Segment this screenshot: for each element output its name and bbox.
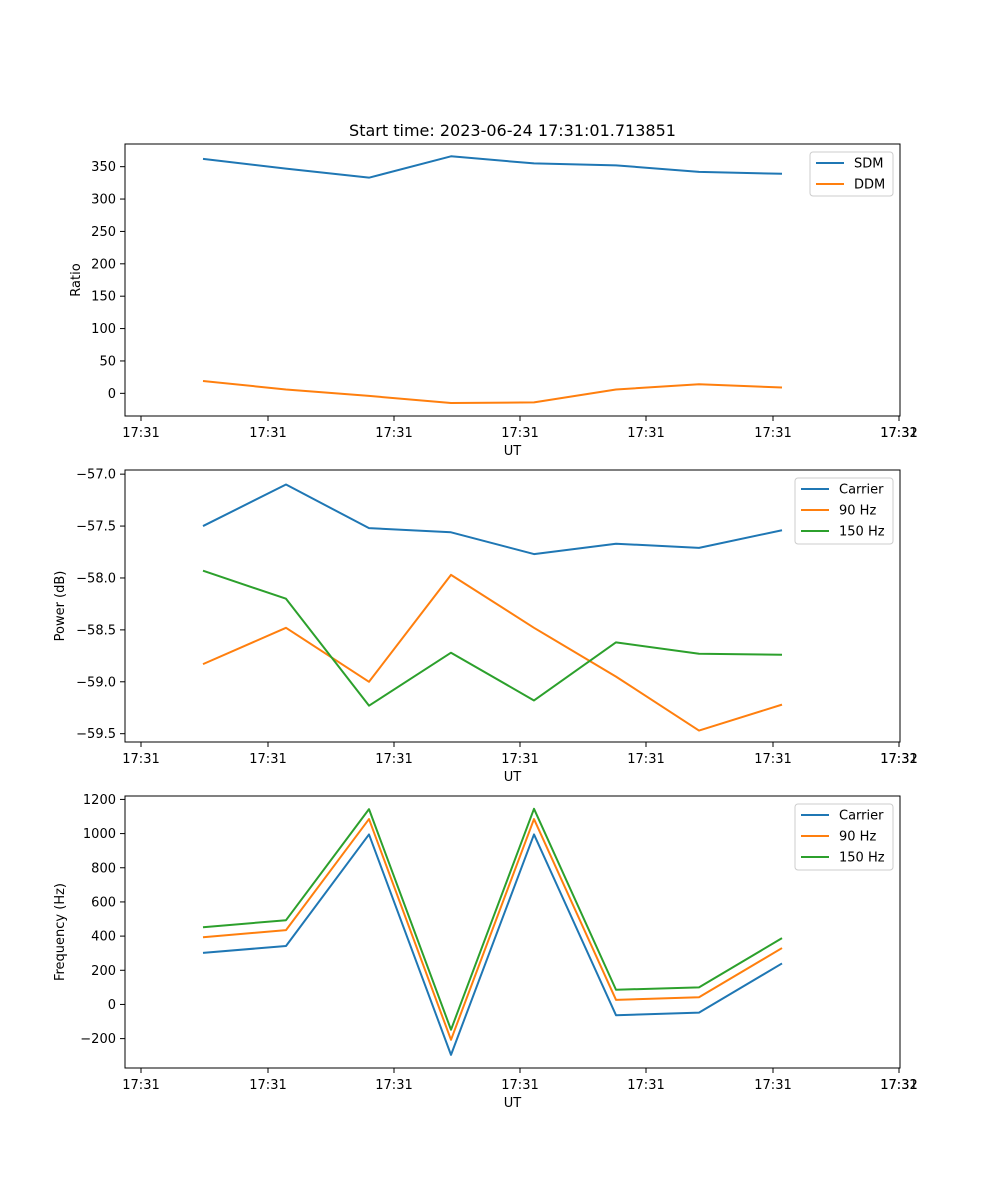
x-tick-label: 17:31 (880, 1078, 917, 1093)
y-tick-label: 200 (91, 257, 116, 272)
x-tick-label: 17:31 (122, 752, 159, 767)
legend-label: Carrier (839, 809, 884, 824)
x-axis-label: UT (504, 770, 522, 785)
x-axis-label: UT (504, 444, 522, 459)
y-tick-label: −57.0 (76, 468, 116, 483)
legend: Carrier 90 Hz 150 Hz (794, 803, 894, 871)
legend-box (794, 803, 894, 871)
series-line-90-hz (202, 818, 783, 1041)
x-tick-label: 17:31 (880, 752, 917, 767)
series-line-carrier (202, 483, 783, 556)
y-axis-label: Power (dB) (53, 571, 68, 642)
x-tick-label: 17:32 (880, 1078, 917, 1093)
x-tick-label: 17:31 (754, 752, 791, 767)
y-tick-label: 0 (108, 998, 116, 1013)
x-tick-label: 17:31 (249, 752, 286, 767)
y-tick-label: 0 (108, 387, 116, 402)
y-tick-label: −58.0 (76, 571, 116, 586)
plot-frame (124, 143, 901, 417)
legend-label: DDM (854, 178, 885, 193)
legend-label: SDM (854, 157, 883, 172)
y-tick-label: −59.5 (76, 727, 116, 742)
x-axis-label: UT (504, 1096, 522, 1111)
series-line-sdm (202, 155, 783, 179)
chart-panel-1: Start time: 2023-06-24 17:31:01.713851 17… (69, 121, 918, 459)
series-line-carrier (202, 833, 783, 1056)
x-tick-label: 17:31 (501, 426, 538, 441)
legend: Carrier 90 Hz 150 Hz (794, 477, 894, 545)
plot-frame (124, 469, 901, 743)
y-axis-label: Frequency (Hz) (53, 883, 68, 981)
y-tick-label: 250 (91, 225, 116, 240)
y-tick-label: −59.0 (76, 675, 116, 690)
y-tick-label: 400 (91, 930, 116, 945)
legend: SDM DDM (809, 151, 894, 197)
series-line-90-hz (202, 573, 783, 732)
y-tick-label: 600 (91, 895, 116, 910)
x-tick-label: 17:31 (627, 752, 664, 767)
x-tick-label: 17:31 (880, 426, 917, 441)
x-tick-label: 17:31 (627, 426, 664, 441)
series-line-150-hz (202, 569, 783, 707)
y-tick-label: 150 (91, 290, 116, 305)
x-tick-label: 17:31 (249, 1078, 286, 1093)
legend-label: Carrier (839, 483, 884, 498)
y-tick-label: −57.5 (76, 520, 116, 535)
chart-panel-2: 17:31 17:31 17:31 17:31 17:31 17:31 17:3117:32… (53, 468, 918, 785)
legend-label: 150 Hz (839, 851, 885, 866)
y-tick-label: 1200 (83, 793, 116, 808)
series-line-150-hz (202, 807, 783, 1031)
x-tick-label: 17:31 (249, 426, 286, 441)
x-tick-label: 17:31 (375, 426, 412, 441)
y-axis-label: Ratio (69, 263, 84, 296)
x-tick-label: 17:32 (880, 426, 917, 441)
x-tick-label: 17:31 (501, 1078, 538, 1093)
y-tick-label: 1000 (83, 827, 116, 842)
x-tick-label: 17:31 (754, 426, 791, 441)
series-line-ddm (202, 380, 783, 405)
y-tick-label: 300 (91, 193, 116, 208)
x-tick-label: 17:31 (122, 1078, 159, 1093)
y-tick-label: 50 (99, 354, 116, 369)
x-tick-label: 17:31 (754, 1078, 791, 1093)
y-tick-label: −200 (80, 1032, 116, 1047)
x-tick-label: 17:32 (880, 752, 917, 767)
x-tick-label: 17:31 (627, 1078, 664, 1093)
x-tick-label: 17:31 (375, 1078, 412, 1093)
chart-panel-3: 17:31 17:31 17:31 17:31 17:31 17:31 17:3117:32… (53, 793, 918, 1111)
y-tick-label: 100 (91, 322, 116, 337)
y-tick-label: 200 (91, 964, 116, 979)
legend-label: 90 Hz (839, 830, 876, 845)
x-tick-label: 17:31 (501, 752, 538, 767)
x-tick-label: 17:31 (122, 426, 159, 441)
legend-box (794, 477, 894, 545)
legend-label: 90 Hz (839, 504, 876, 519)
x-tick-label: 17:31 (375, 752, 412, 767)
legend-label: 150 Hz (839, 525, 885, 540)
plot-frame (124, 795, 901, 1069)
y-tick-label: 350 (91, 160, 116, 175)
y-tick-label: 800 (91, 861, 116, 876)
y-tick-label: −58.5 (76, 623, 116, 638)
chart-title: Start time: 2023-06-24 17:31:01.713851 (349, 121, 676, 140)
